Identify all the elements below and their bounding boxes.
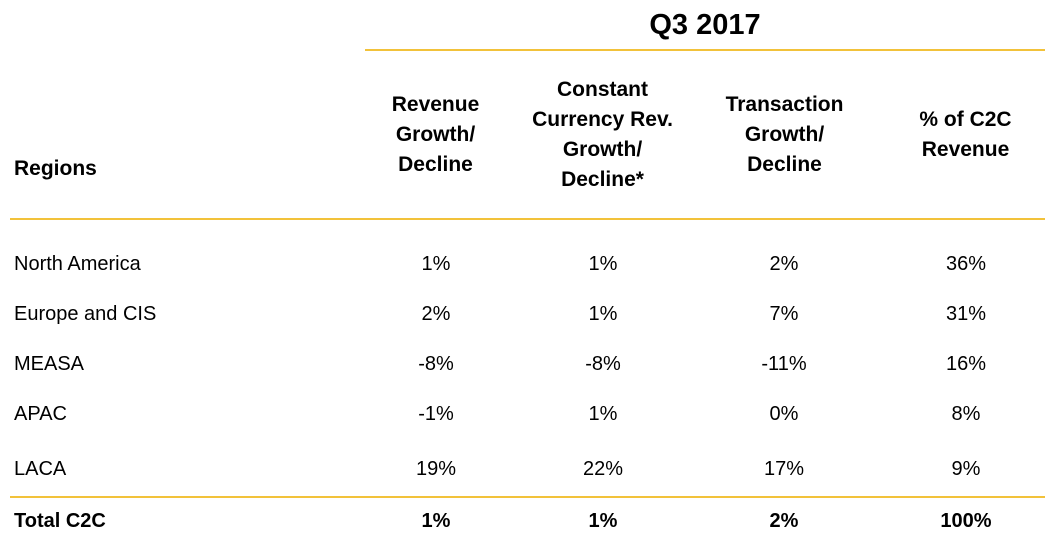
row-region-label: North America	[14, 253, 141, 275]
row-transaction-growth: 17%	[763, 458, 805, 480]
row-region-label: Europe and CIS	[14, 303, 157, 325]
row-transaction-growth: -11%	[761, 353, 807, 375]
row-constant-currency-growth: 1%	[588, 403, 618, 425]
total-transaction-growth: 2%	[769, 510, 799, 532]
total-region-label: Total C2C	[14, 510, 106, 532]
row-revenue-growth: 2%	[421, 303, 451, 325]
column-header-revenue-growth: Revenue Growth/ Decline	[391, 93, 480, 176]
row-region-label: MEASA	[14, 353, 85, 375]
column-header-transaction-growth: Transaction Growth/ Decline	[725, 93, 844, 176]
total-constant-currency-growth: 1%	[588, 510, 618, 532]
regions-column-header: Regions	[14, 157, 97, 180]
row-transaction-growth: 2%	[769, 253, 799, 275]
column-header-constant-currency-growth: Constant Currency Rev. Growth/ Decline*	[532, 78, 673, 191]
period-title: Q3 2017	[649, 9, 761, 41]
total-revenue-growth: 1%	[421, 510, 451, 532]
row-region-label: LACA	[14, 458, 67, 480]
row-transaction-growth: 0%	[769, 403, 799, 425]
row-revenue-growth: 19%	[415, 458, 457, 480]
row-c2c-revenue-share: 31%	[945, 303, 987, 325]
row-constant-currency-growth: -8%	[585, 353, 621, 375]
row-region-label: APAC	[14, 403, 67, 425]
row-constant-currency-growth: 1%	[588, 303, 618, 325]
total-top-rule	[10, 496, 1045, 498]
row-constant-currency-growth: 22%	[582, 458, 624, 480]
row-constant-currency-growth: 1%	[588, 253, 618, 275]
row-transaction-growth: 7%	[769, 303, 799, 325]
row-c2c-revenue-share: 8%	[951, 403, 981, 425]
row-c2c-revenue-share: 36%	[945, 253, 987, 275]
header-top-rule	[365, 49, 1045, 51]
row-revenue-growth: -1%	[418, 403, 454, 425]
row-revenue-growth: -8%	[418, 353, 454, 375]
header-bottom-rule	[10, 218, 1045, 220]
row-c2c-revenue-share: 9%	[951, 458, 981, 480]
total-c2c-revenue-share: 100%	[940, 510, 992, 532]
column-header-c2c-revenue-share: % of C2C Revenue	[919, 108, 1012, 161]
row-c2c-revenue-share: 16%	[945, 353, 987, 375]
row-revenue-growth: 1%	[421, 253, 451, 275]
